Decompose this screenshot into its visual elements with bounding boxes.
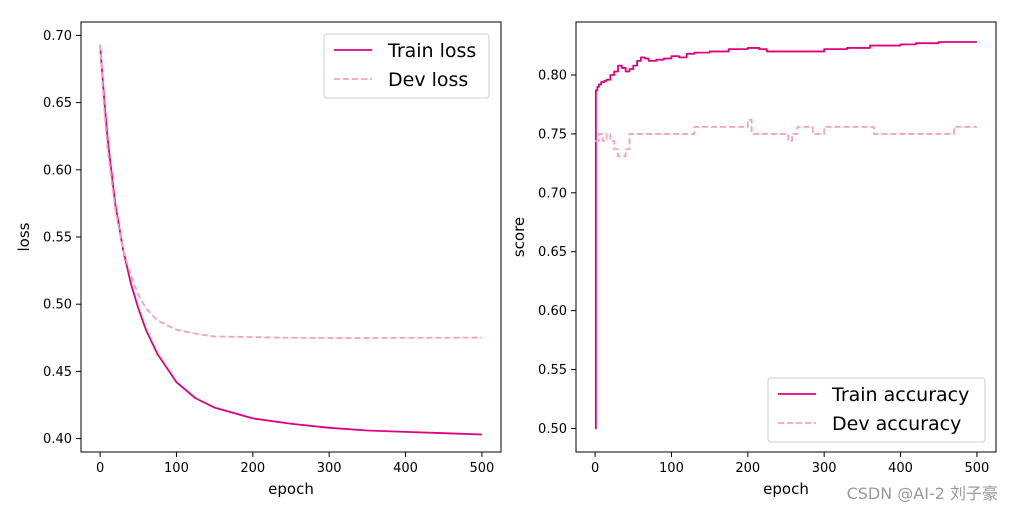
accuracy-ylabel: score: [510, 217, 528, 257]
loss-ytick-label: 0.45: [43, 365, 72, 380]
accuracy-ytick-label: 0.60: [538, 304, 567, 319]
accuracy-xtick-label: 400: [888, 461, 913, 476]
loss-ytick-label: 0.60: [43, 163, 72, 178]
accuracy-legend: Train accuracy Dev accuracy: [768, 378, 985, 442]
loss-xtick-label: 400: [393, 461, 418, 476]
loss-xtick-label: 0: [96, 461, 104, 476]
accuracy-ytick-label: 0.65: [538, 245, 567, 260]
accuracy-ytick-label: 0.55: [538, 363, 567, 378]
loss-ytick-label: 0.40: [43, 432, 72, 447]
loss-xtick-label: 200: [240, 461, 265, 476]
accuracy-xtick-label: 100: [659, 461, 684, 476]
loss-legend: Train loss Dev loss: [324, 34, 489, 98]
loss-xtick-label: 300: [317, 461, 342, 476]
loss-ytick-label: 0.55: [43, 231, 72, 246]
accuracy-xtick-label: 0: [591, 461, 599, 476]
loss-ytick-label: 0.65: [43, 96, 72, 111]
accuracy-xtick-label: 300: [812, 461, 837, 476]
loss-xtick-label: 100: [164, 461, 189, 476]
loss-legend-label: Dev loss: [388, 69, 468, 91]
figure: 0 100 200 300 400 500 0.40 0.45 0.50 0.55 0.60 0.65…: [0, 0, 1012, 513]
accuracy-ytick-label: 0.75: [538, 127, 567, 142]
loss-xlabel: epoch: [268, 480, 314, 498]
loss-ylabel: loss: [15, 222, 33, 251]
accuracy-xlabel: epoch: [763, 480, 809, 498]
accuracy-ytick-label: 0.70: [538, 186, 567, 201]
accuracy-ytick-label: 0.80: [538, 69, 567, 84]
accuracy-xtick-label: 200: [735, 461, 760, 476]
accuracy-ytick-label: 0.50: [538, 422, 567, 437]
loss-legend-label: Train loss: [387, 40, 476, 62]
accuracy-xtick-label: 500: [964, 461, 989, 476]
loss-xtick-label: 500: [469, 461, 494, 476]
watermark-text: CSDN @AI-2 刘子豪: [847, 484, 998, 503]
loss-ytick-label: 0.70: [43, 29, 72, 44]
loss-ytick-label: 0.50: [43, 298, 72, 313]
accuracy-legend-label: Train accuracy: [831, 384, 969, 406]
accuracy-legend-label: Dev accuracy: [832, 413, 961, 435]
